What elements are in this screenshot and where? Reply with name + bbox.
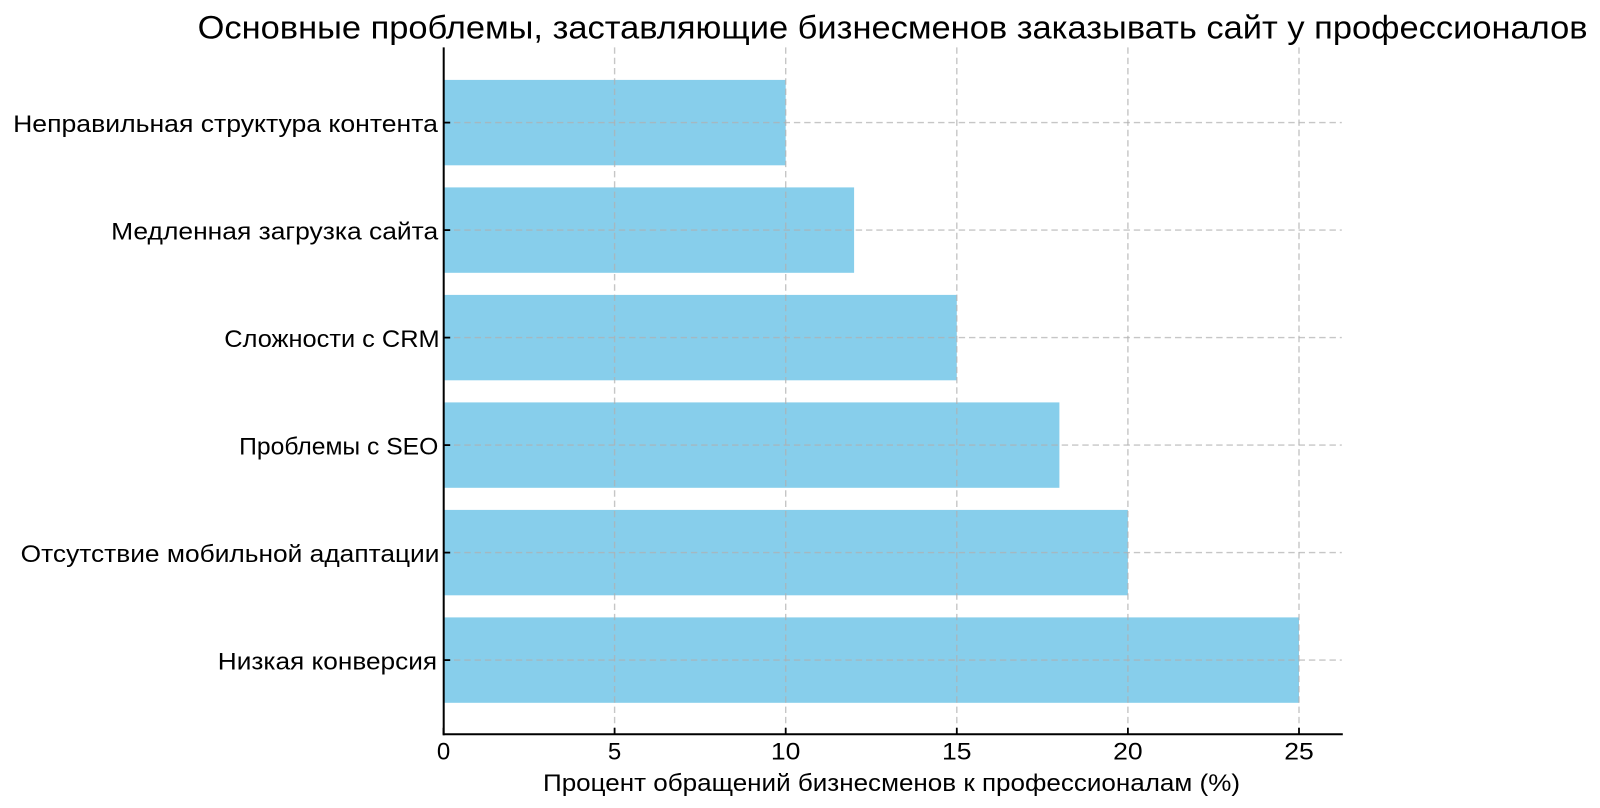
svg-text:0: 0 (437, 738, 450, 765)
svg-text:Сложности с CRM: Сложности с CRM (224, 326, 439, 353)
svg-text:Процент обращений бизнесменов: Процент обращений бизнесменов к професси… (543, 770, 1240, 797)
svg-text:5: 5 (608, 738, 621, 765)
svg-text:Проблемы с SEO: Проблемы с SEO (239, 434, 438, 461)
svg-text:20: 20 (1113, 738, 1143, 765)
svg-text:Основные проблемы, заставляющи: Основные проблемы, заставляющие бизнесме… (198, 9, 1588, 45)
svg-text:10: 10 (771, 738, 801, 765)
svg-text:Медленная загрузка сайта: Медленная загрузка сайта (111, 219, 439, 246)
svg-text:25: 25 (1284, 738, 1314, 765)
svg-text:15: 15 (942, 738, 972, 765)
svg-text:Отсутствие мобильной адаптации: Отсутствие мобильной адаптации (21, 541, 440, 568)
svg-text:Низкая конверсия: Низкая конверсия (218, 649, 437, 676)
svg-text:Неправильная структура контент: Неправильная структура контента (13, 111, 439, 138)
